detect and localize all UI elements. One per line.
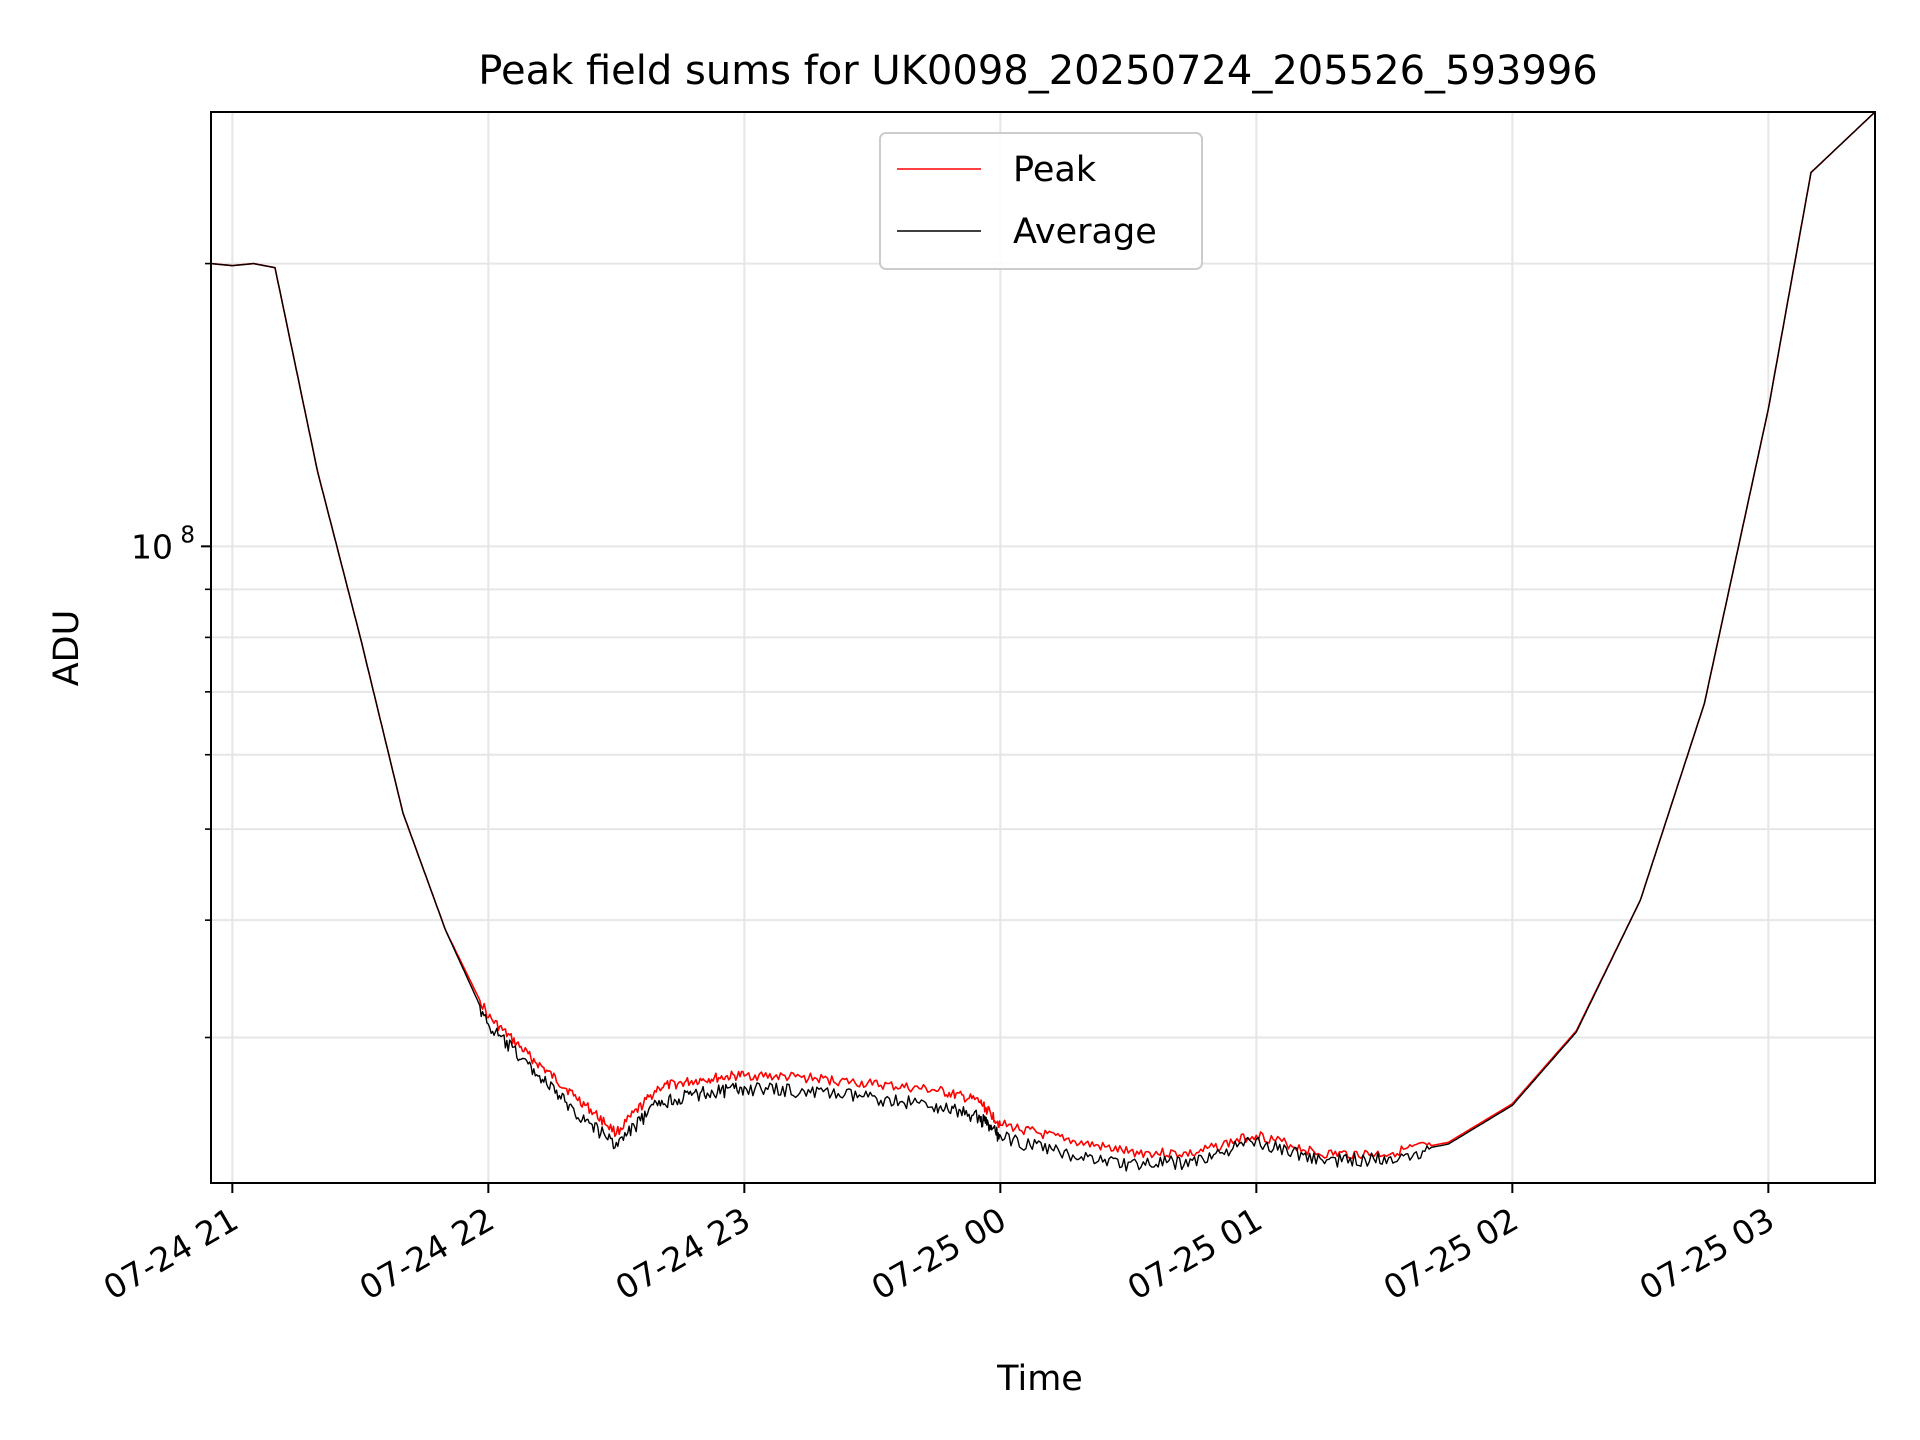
y-axis: 10 8 [131,262,211,1039]
legend-box [879,132,1203,270]
series-line-average [211,111,1876,1172]
y-tick-label-exponent: 8 [180,522,195,548]
legend: Peak Average [879,132,1203,270]
y-tick-label: 10 [131,527,173,566]
plot-frame [210,111,1876,1184]
x-axis-label: Time [996,1359,1083,1399]
legend-label: Average [1013,212,1157,252]
y-axis-label: ADU [47,610,87,687]
series-lines [210,111,1876,1172]
legend-label: Peak [1013,150,1097,190]
chart-title: Peak field sums for UK0098_20250724_2055… [478,48,1597,94]
